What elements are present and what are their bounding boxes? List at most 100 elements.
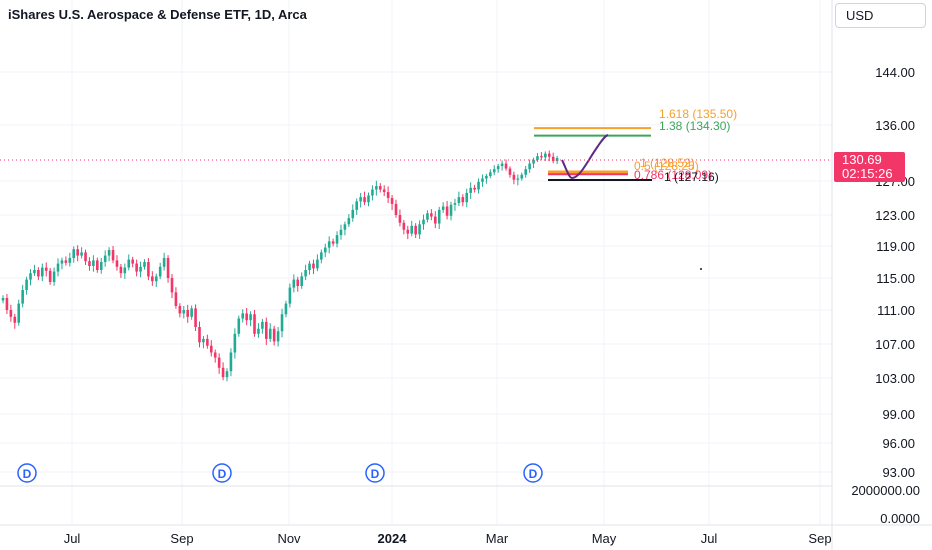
- candle-body: [335, 235, 339, 244]
- candle-body: [406, 229, 410, 234]
- candle-body: [288, 287, 292, 304]
- candle-body: [253, 314, 256, 334]
- projection-path[interactable]: [561, 134, 609, 180]
- dividend-marker-circle[interactable]: [212, 463, 232, 483]
- candle-body: [532, 159, 535, 164]
- candle-body: [382, 189, 386, 193]
- candle-body: [516, 178, 520, 180]
- candle-body: [245, 313, 248, 321]
- candle-body: [426, 213, 429, 220]
- candle-body: [174, 292, 178, 306]
- candle-body: [131, 259, 134, 264]
- candle-body: [363, 197, 366, 203]
- dividend-marker-label: D: [371, 467, 380, 481]
- price-tick-label: 136.00: [875, 118, 915, 133]
- candle-body: [481, 178, 484, 182]
- dividend-marker-circle[interactable]: [17, 463, 37, 483]
- candle-body: [29, 273, 32, 280]
- candle-body: [371, 189, 374, 196]
- candle-body: [441, 206, 445, 210]
- candle-body: [170, 278, 174, 293]
- chart-title: iShares U.S. Aerospace & Defense ETF, 1D…: [8, 7, 307, 22]
- candle-body: [48, 270, 52, 282]
- dividend-marker-label: D: [23, 467, 32, 481]
- time-tick-label: Jul: [64, 531, 81, 546]
- candle-body: [496, 166, 500, 170]
- candle-body: [489, 172, 492, 177]
- stray-dot: [700, 268, 702, 270]
- candle-body: [304, 270, 307, 277]
- price-tick-label: 144.00: [875, 65, 915, 80]
- candle-body: [398, 215, 402, 223]
- candle-body: [312, 263, 315, 269]
- candle-body: [390, 198, 394, 204]
- price-tick-label: 96.00: [882, 436, 915, 451]
- candle-body: [351, 209, 355, 219]
- candle-body: [178, 306, 182, 314]
- candle-body: [504, 163, 508, 169]
- time-tick-label: May: [592, 531, 617, 546]
- candle-body: [119, 266, 123, 274]
- candle-body: [154, 276, 158, 282]
- fib-level-label: 1 (127.16): [664, 170, 719, 184]
- candle-body: [221, 367, 225, 378]
- candle-body: [76, 249, 79, 256]
- candle-body: [127, 259, 131, 268]
- candle-body: [139, 266, 142, 272]
- candle-body: [25, 279, 28, 290]
- candle-body: [5, 298, 9, 310]
- candle-body: [13, 316, 17, 323]
- candle-body: [410, 225, 414, 234]
- price-tick-label: 93.00: [882, 465, 915, 480]
- candle-body: [544, 153, 547, 158]
- dividend-marker-circle[interactable]: [523, 463, 543, 483]
- candle-body: [457, 197, 461, 204]
- candle-body: [477, 181, 480, 190]
- candle-body: [434, 216, 437, 224]
- price-axis[interactable]: 144.00 136.00 123.00 119.00 115.00 111.00 107.…: [851, 65, 920, 526]
- time-tick-label: Sep: [170, 531, 193, 546]
- currency-button[interactable]: USD: [835, 3, 926, 28]
- candle-body: [292, 279, 296, 288]
- candle-body: [528, 163, 531, 170]
- candle-body: [213, 352, 217, 358]
- candle-body: [547, 153, 551, 157]
- candle-body: [115, 260, 119, 267]
- candle-body: [217, 357, 221, 368]
- price-tick-label: 123.00: [875, 208, 915, 223]
- candle-body: [320, 252, 323, 260]
- candle-body: [107, 250, 111, 256]
- candle-body: [331, 241, 335, 244]
- volume-tick-label: 2000000.00: [851, 483, 920, 498]
- candle-body: [41, 267, 44, 277]
- candle-body: [437, 209, 441, 224]
- candle-body: [194, 308, 197, 327]
- candle-body: [60, 260, 64, 264]
- time-axis[interactable]: Jul Sep Nov 2024 Mar May Jul Sep: [64, 531, 832, 546]
- candle-body: [386, 192, 390, 198]
- candle-body: [414, 225, 417, 235]
- candle-body: [143, 262, 146, 267]
- candle-body: [536, 156, 539, 160]
- candle-body: [182, 310, 186, 314]
- candle-body: [206, 338, 209, 346]
- time-tick-label: Nov: [277, 531, 301, 546]
- candle-body: [355, 201, 358, 210]
- candle-body: [492, 169, 496, 173]
- candle-body: [229, 352, 233, 372]
- candle-body: [92, 260, 95, 266]
- candle-body: [72, 249, 76, 258]
- fib-level-label: 1.38 (134.30): [659, 119, 730, 133]
- time-tick-label: Sep: [808, 531, 831, 546]
- time-tick-label: 2024: [378, 531, 408, 546]
- fib-extension-drawing[interactable]: 1.618 (135.50)1.38 (134.30) 0.5 (128.25)1…: [534, 107, 737, 184]
- candle-body: [1, 298, 5, 301]
- candle-body: [375, 186, 378, 190]
- candle-body: [21, 290, 24, 304]
- candle-body: [323, 247, 327, 253]
- dividend-marker-circle[interactable]: [365, 463, 385, 483]
- candle-body: [449, 204, 453, 216]
